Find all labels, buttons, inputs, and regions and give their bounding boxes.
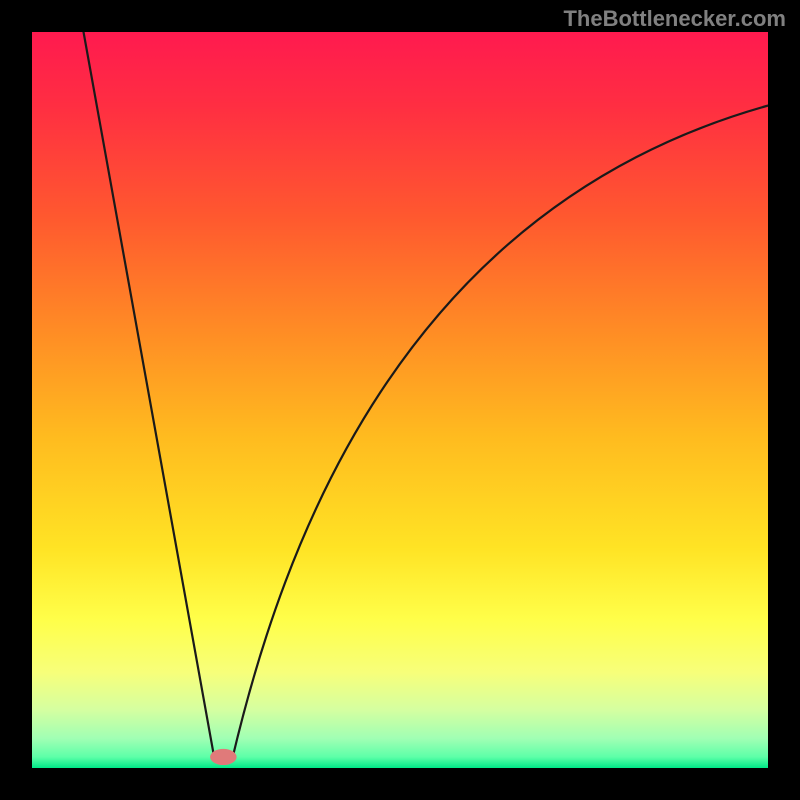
chart-container: TheBottlenecker.com xyxy=(0,0,800,800)
gradient-background xyxy=(32,32,768,768)
watermark-text: TheBottlenecker.com xyxy=(563,6,786,32)
plot-area xyxy=(32,32,768,768)
vertex-marker xyxy=(210,749,236,765)
plot-svg xyxy=(32,32,768,768)
